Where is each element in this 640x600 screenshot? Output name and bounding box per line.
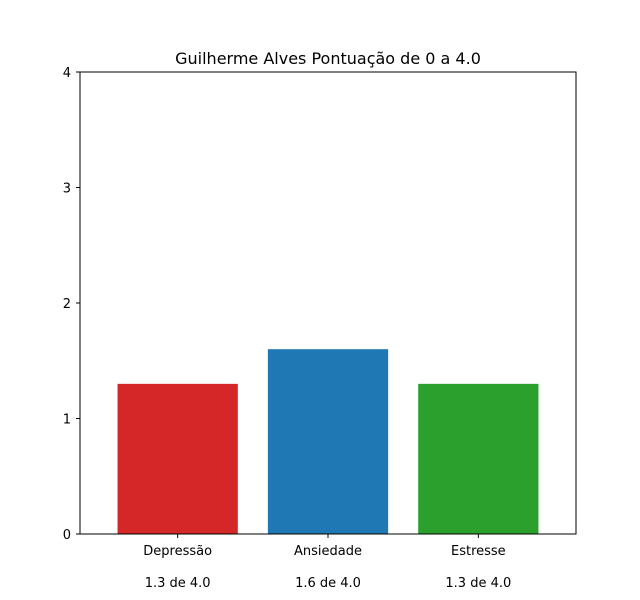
x-tick-sublabel: 1.3 de 4.0 xyxy=(445,576,511,591)
y-tick-label: 2 xyxy=(63,297,71,312)
bars xyxy=(117,349,539,534)
y-tick-label: 3 xyxy=(63,182,71,197)
y-tick-label: 0 xyxy=(63,528,71,543)
bar-estresse xyxy=(418,383,539,534)
bar-ansiedade xyxy=(267,349,389,534)
bar-depressao xyxy=(117,383,238,534)
x-tick-sublabel: 1.3 de 4.0 xyxy=(145,576,211,591)
chart-title: Guilherme Alves Pontuação de 0 a 4.0 xyxy=(175,49,481,68)
x-tick-label: Depressão xyxy=(143,544,212,559)
x-tick-label: Ansiedade xyxy=(294,544,362,559)
x-axis: Depressão 1.3 de 4.0 Ansiedade 1.6 de 4.0 Es… xyxy=(143,534,511,591)
x-tick-label: Estresse xyxy=(451,544,506,559)
y-axis: 0 1 2 3 4 xyxy=(63,66,80,543)
y-tick-label: 1 xyxy=(63,413,71,428)
x-tick-sublabel: 1.6 de 4.0 xyxy=(295,576,361,591)
y-tick-label: 4 xyxy=(63,66,71,81)
plot-frame xyxy=(79,71,577,535)
